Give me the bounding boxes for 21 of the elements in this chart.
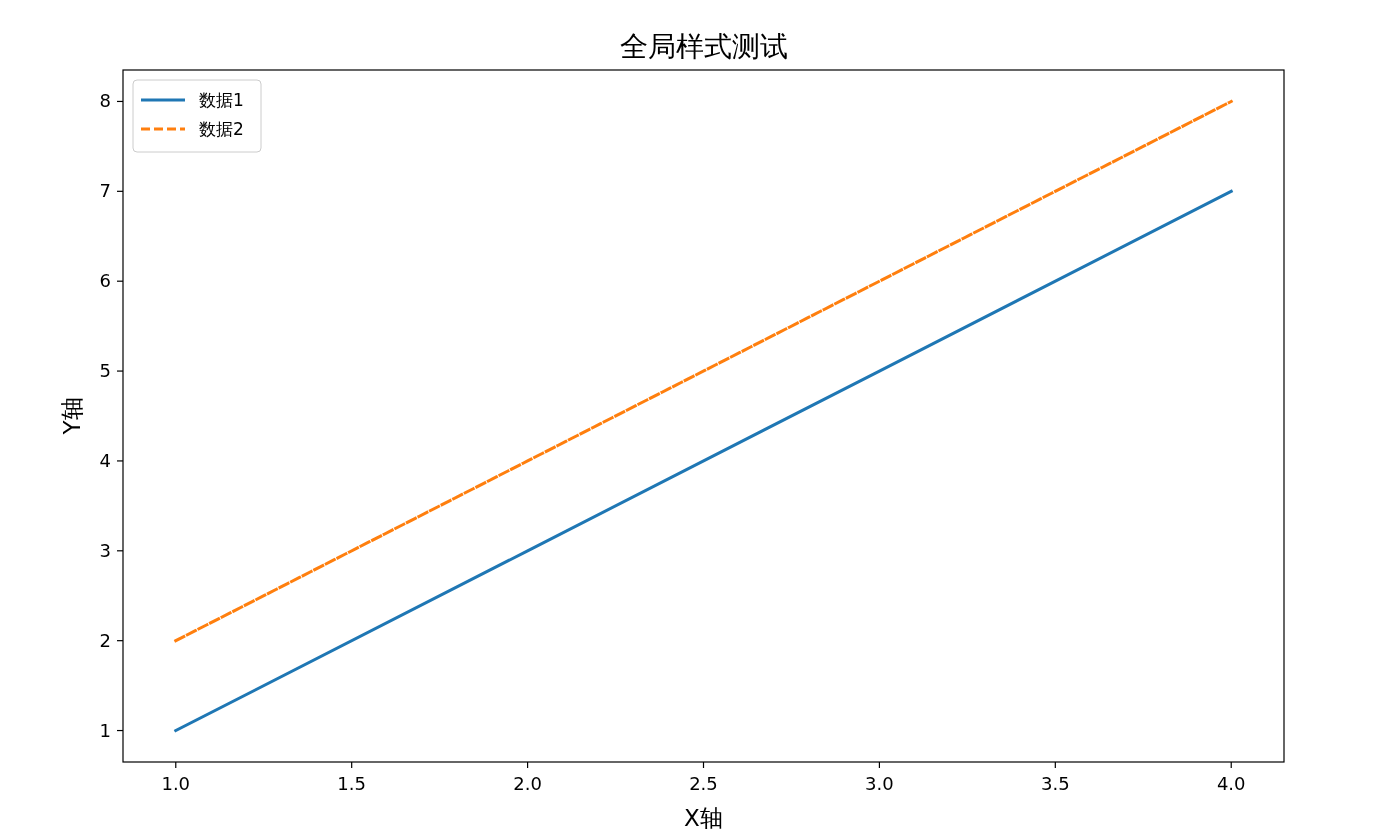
line-series	[174, 189, 1233, 733]
legend-label: 数据1	[199, 90, 244, 110]
x-tick-label: 4.0	[1216, 773, 1246, 794]
legend-label: 数据2	[199, 119, 244, 139]
x-tick-label: 2.5	[689, 773, 718, 794]
x-tick-label: 3.5	[1041, 773, 1070, 794]
x-tick-label: 1.0	[161, 773, 191, 794]
y-tick-label: 4	[99, 449, 111, 471]
x-axis-title: X轴	[684, 805, 723, 831]
x-tick-label: 2.0	[513, 773, 542, 794]
y-tick-label: 8	[99, 90, 111, 112]
y-tick-label: 1	[99, 719, 111, 741]
y-tick-label: 7	[99, 180, 111, 202]
x-tick-label: 1.5	[337, 773, 366, 794]
y-tick-label: 2	[99, 629, 111, 651]
x-tick-label: 3.0	[865, 773, 894, 794]
y-tick-label: 3	[99, 539, 111, 561]
y-tick-label: 6	[99, 270, 111, 292]
y-axis-title: Y轴	[59, 397, 85, 436]
chart-title: 全局样式测试	[619, 30, 788, 63]
y-tick-label: 5	[99, 360, 111, 382]
